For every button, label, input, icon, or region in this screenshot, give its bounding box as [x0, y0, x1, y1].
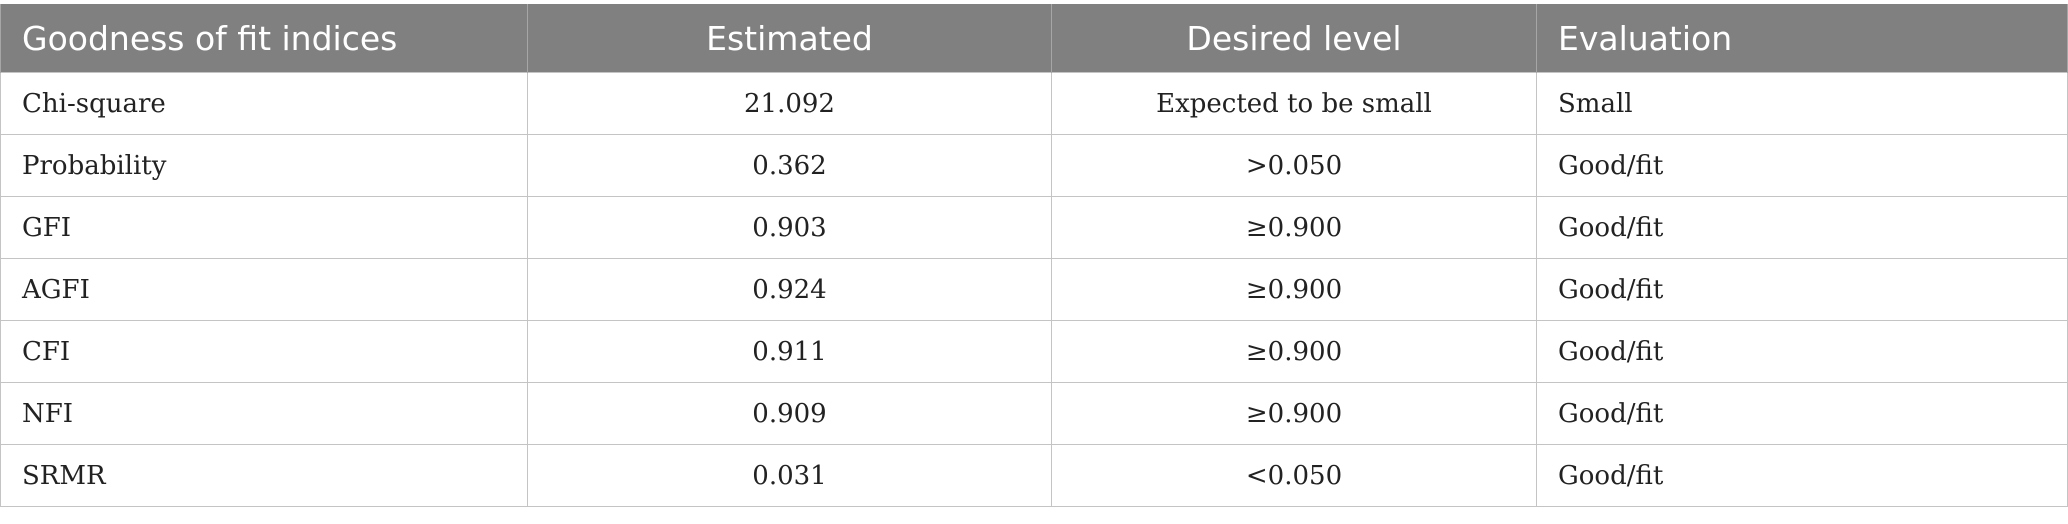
table-body: Chi-square 21.092 Expected to be small S… — [0, 72, 2068, 507]
cell-evaluation: Good/fit — [1536, 320, 2068, 383]
cell-desired-level: ≥0.900 — [1051, 382, 1537, 445]
table-row: CFI 0.911 ≥0.900 Good/fit — [0, 320, 2068, 383]
table-row: AGFI 0.924 ≥0.900 Good/fit — [0, 258, 2068, 321]
cell-evaluation: Good/fit — [1536, 134, 2068, 197]
table-row: NFI 0.909 ≥0.900 Good/fit — [0, 382, 2068, 445]
cell-desired-level: Expected to be small — [1051, 72, 1537, 135]
cell-estimated: 21.092 — [527, 72, 1052, 135]
cell-evaluation: Good/fit — [1536, 196, 2068, 259]
cell-estimated: 0.909 — [527, 382, 1052, 445]
cell-estimated: 0.911 — [527, 320, 1052, 383]
cell-desired-level: <0.050 — [1051, 444, 1537, 507]
cell-estimated: 0.362 — [527, 134, 1052, 197]
cell-desired-level: ≥0.900 — [1051, 258, 1537, 321]
cell-desired-level: ≥0.900 — [1051, 196, 1537, 259]
cell-estimated: 0.903 — [527, 196, 1052, 259]
table-row: Probability 0.362 >0.050 Good/fit — [0, 134, 2068, 197]
cell-estimated: 0.031 — [527, 444, 1052, 507]
cell-index: NFI — [0, 382, 528, 445]
table-row: Chi-square 21.092 Expected to be small S… — [0, 72, 2068, 135]
header-desired-level: Desired level — [1051, 4, 1537, 73]
cell-evaluation: Good/fit — [1536, 382, 2068, 445]
cell-index: GFI — [0, 196, 528, 259]
cell-index: CFI — [0, 320, 528, 383]
header-evaluation: Evaluation — [1536, 4, 2068, 73]
cell-index: SRMR — [0, 444, 528, 507]
cell-evaluation: Small — [1536, 72, 2068, 135]
header-estimated: Estimated — [527, 4, 1052, 73]
cell-evaluation: Good/fit — [1536, 258, 2068, 321]
header-row: Goodness of fit indices Estimated Desire… — [0, 4, 2068, 73]
table-row: SRMR 0.031 <0.050 Good/fit — [0, 444, 2068, 507]
cell-desired-level: ≥0.900 — [1051, 320, 1537, 383]
cell-estimated: 0.924 — [527, 258, 1052, 321]
table-header: Goodness of fit indices Estimated Desire… — [0, 4, 2068, 73]
table-row: GFI 0.903 ≥0.900 Good/fit — [0, 196, 2068, 259]
cell-desired-level: >0.050 — [1051, 134, 1537, 197]
goodness-of-fit-table: Goodness of fit indices Estimated Desire… — [0, 4, 2068, 507]
cell-index: Probability — [0, 134, 528, 197]
cell-evaluation: Good/fit — [1536, 444, 2068, 507]
header-goodness-of-fit-indices: Goodness of fit indices — [0, 4, 528, 73]
cell-index: Chi-square — [0, 72, 528, 135]
cell-index: AGFI — [0, 258, 528, 321]
